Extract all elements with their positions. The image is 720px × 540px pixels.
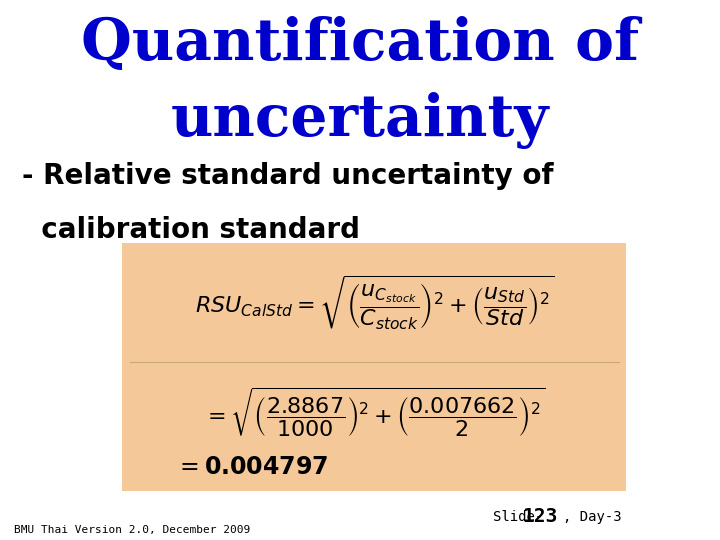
Text: $= \mathbf{0.004797}$: $= \mathbf{0.004797}$ <box>176 455 328 478</box>
Text: calibration standard: calibration standard <box>22 216 359 244</box>
Text: - Relative standard uncertainty of: - Relative standard uncertainty of <box>22 162 553 190</box>
Text: $= \sqrt{\left(\dfrac{2.8867}{1000}\right)^{2} + \left(\dfrac{0.007662}{2}\right: $= \sqrt{\left(\dfrac{2.8867}{1000}\righ… <box>203 385 546 438</box>
Text: $RSU_{CalStd} = \sqrt{\left(\dfrac{u_{C_{stock}}}{C_{stock}}\right)^{2} + \left(: $RSU_{CalStd} = \sqrt{\left(\dfrac{u_{C_… <box>194 273 554 332</box>
Text: Slide-: Slide- <box>493 510 544 524</box>
Text: , Day-3: , Day-3 <box>563 510 621 524</box>
Text: Quantification of: Quantification of <box>81 16 639 72</box>
FancyBboxPatch shape <box>122 243 626 491</box>
Text: uncertainty: uncertainty <box>171 92 549 149</box>
Text: BMU Thai Version 2.0, December 2009: BMU Thai Version 2.0, December 2009 <box>14 524 251 535</box>
Text: 123: 123 <box>522 508 557 526</box>
